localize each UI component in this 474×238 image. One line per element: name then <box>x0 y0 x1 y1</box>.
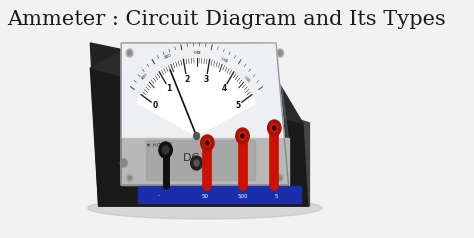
Text: 50: 50 <box>201 193 209 198</box>
Circle shape <box>277 174 283 182</box>
Text: 400: 400 <box>220 54 229 60</box>
Polygon shape <box>91 50 303 123</box>
Polygon shape <box>121 138 289 185</box>
Circle shape <box>271 124 278 132</box>
Text: ★ HiTek™: ★ HiTek™ <box>146 143 173 148</box>
Polygon shape <box>91 43 124 206</box>
Circle shape <box>162 146 169 154</box>
Circle shape <box>128 51 131 55</box>
Text: 5: 5 <box>274 193 278 198</box>
Text: 500: 500 <box>245 72 253 81</box>
Text: Ammeter : Circuit Diagram and Its Types: Ammeter : Circuit Diagram and Its Types <box>7 10 446 29</box>
Circle shape <box>120 159 127 167</box>
Polygon shape <box>201 43 276 98</box>
Circle shape <box>241 134 244 138</box>
Text: -: - <box>158 193 160 198</box>
Circle shape <box>279 176 282 180</box>
Circle shape <box>193 133 200 139</box>
Circle shape <box>204 139 211 147</box>
Circle shape <box>239 132 246 140</box>
Circle shape <box>159 142 172 158</box>
Text: 2: 2 <box>184 75 190 84</box>
Text: 200: 200 <box>164 54 173 60</box>
Polygon shape <box>99 190 310 206</box>
Circle shape <box>128 176 131 180</box>
Polygon shape <box>121 43 289 185</box>
Polygon shape <box>138 186 301 203</box>
Circle shape <box>236 128 249 144</box>
Circle shape <box>126 49 133 57</box>
Text: 500: 500 <box>237 193 248 198</box>
Circle shape <box>206 141 209 145</box>
Circle shape <box>194 160 199 166</box>
Text: 3: 3 <box>204 75 209 84</box>
Polygon shape <box>294 118 310 206</box>
Text: DC A: DC A <box>183 153 210 163</box>
Bar <box>146 140 255 180</box>
Polygon shape <box>137 58 255 136</box>
Circle shape <box>201 135 214 151</box>
Circle shape <box>191 156 202 170</box>
Text: 1: 1 <box>166 84 172 93</box>
Text: 300: 300 <box>192 48 201 52</box>
Circle shape <box>277 49 283 57</box>
Text: 100: 100 <box>140 73 148 81</box>
Text: 5: 5 <box>235 101 240 110</box>
Circle shape <box>268 120 281 136</box>
Polygon shape <box>121 43 289 138</box>
Circle shape <box>273 126 276 130</box>
Circle shape <box>126 174 133 182</box>
Text: 0: 0 <box>153 101 158 110</box>
Ellipse shape <box>88 197 322 219</box>
Text: 4: 4 <box>221 84 227 93</box>
Polygon shape <box>91 68 308 206</box>
Circle shape <box>279 51 282 55</box>
